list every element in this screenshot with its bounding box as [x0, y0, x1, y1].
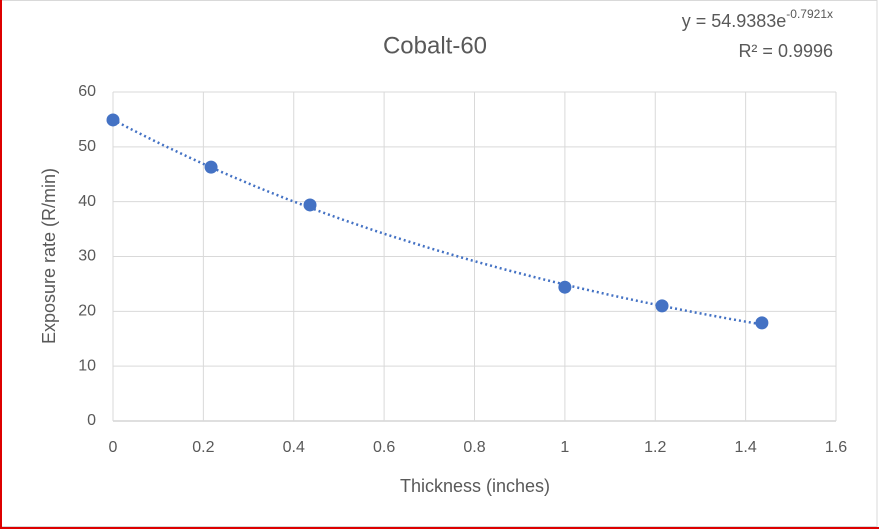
trendline-equation: y = 54.9383e-0.7921x: [682, 7, 833, 31]
y-tick-label: 60: [78, 83, 96, 100]
x-tick-label: 1.6: [825, 439, 847, 456]
chart-title: Cobalt-60: [383, 32, 487, 59]
x-tick-label: 0.6: [373, 439, 395, 456]
y-axis-label: Exposure rate (R/min): [39, 168, 59, 344]
equation-text: y = 54.9383e: [682, 11, 787, 31]
x-tick-label: 1.2: [644, 439, 666, 456]
data-point: [655, 299, 669, 313]
data-point: [755, 316, 769, 330]
y-tick-label: 50: [78, 138, 96, 155]
r-squared: R² = 0.9996: [738, 41, 833, 61]
x-tick-label: 0.2: [192, 439, 214, 456]
data-point: [204, 160, 218, 174]
y-tick-label: 40: [78, 193, 96, 210]
y-tick-label: 30: [78, 248, 96, 265]
y-tick-label: 20: [78, 303, 96, 320]
x-tick-label: 0.8: [463, 439, 485, 456]
x-tick-label: 0: [109, 439, 118, 456]
x-tick-label: 1.4: [735, 439, 757, 456]
x-tick-label: 1: [560, 439, 569, 456]
trendline: [112, 118, 763, 326]
y-tick-label: 10: [78, 357, 96, 374]
data-point: [106, 113, 120, 127]
x-axis-label: Thickness (inches): [400, 476, 550, 496]
equation-exponent: -0.7921x: [786, 7, 833, 21]
y-tick-label: 0: [87, 412, 96, 429]
data-point: [558, 280, 572, 294]
x-tick-label: 0.4: [283, 439, 305, 456]
data-point: [303, 198, 317, 212]
